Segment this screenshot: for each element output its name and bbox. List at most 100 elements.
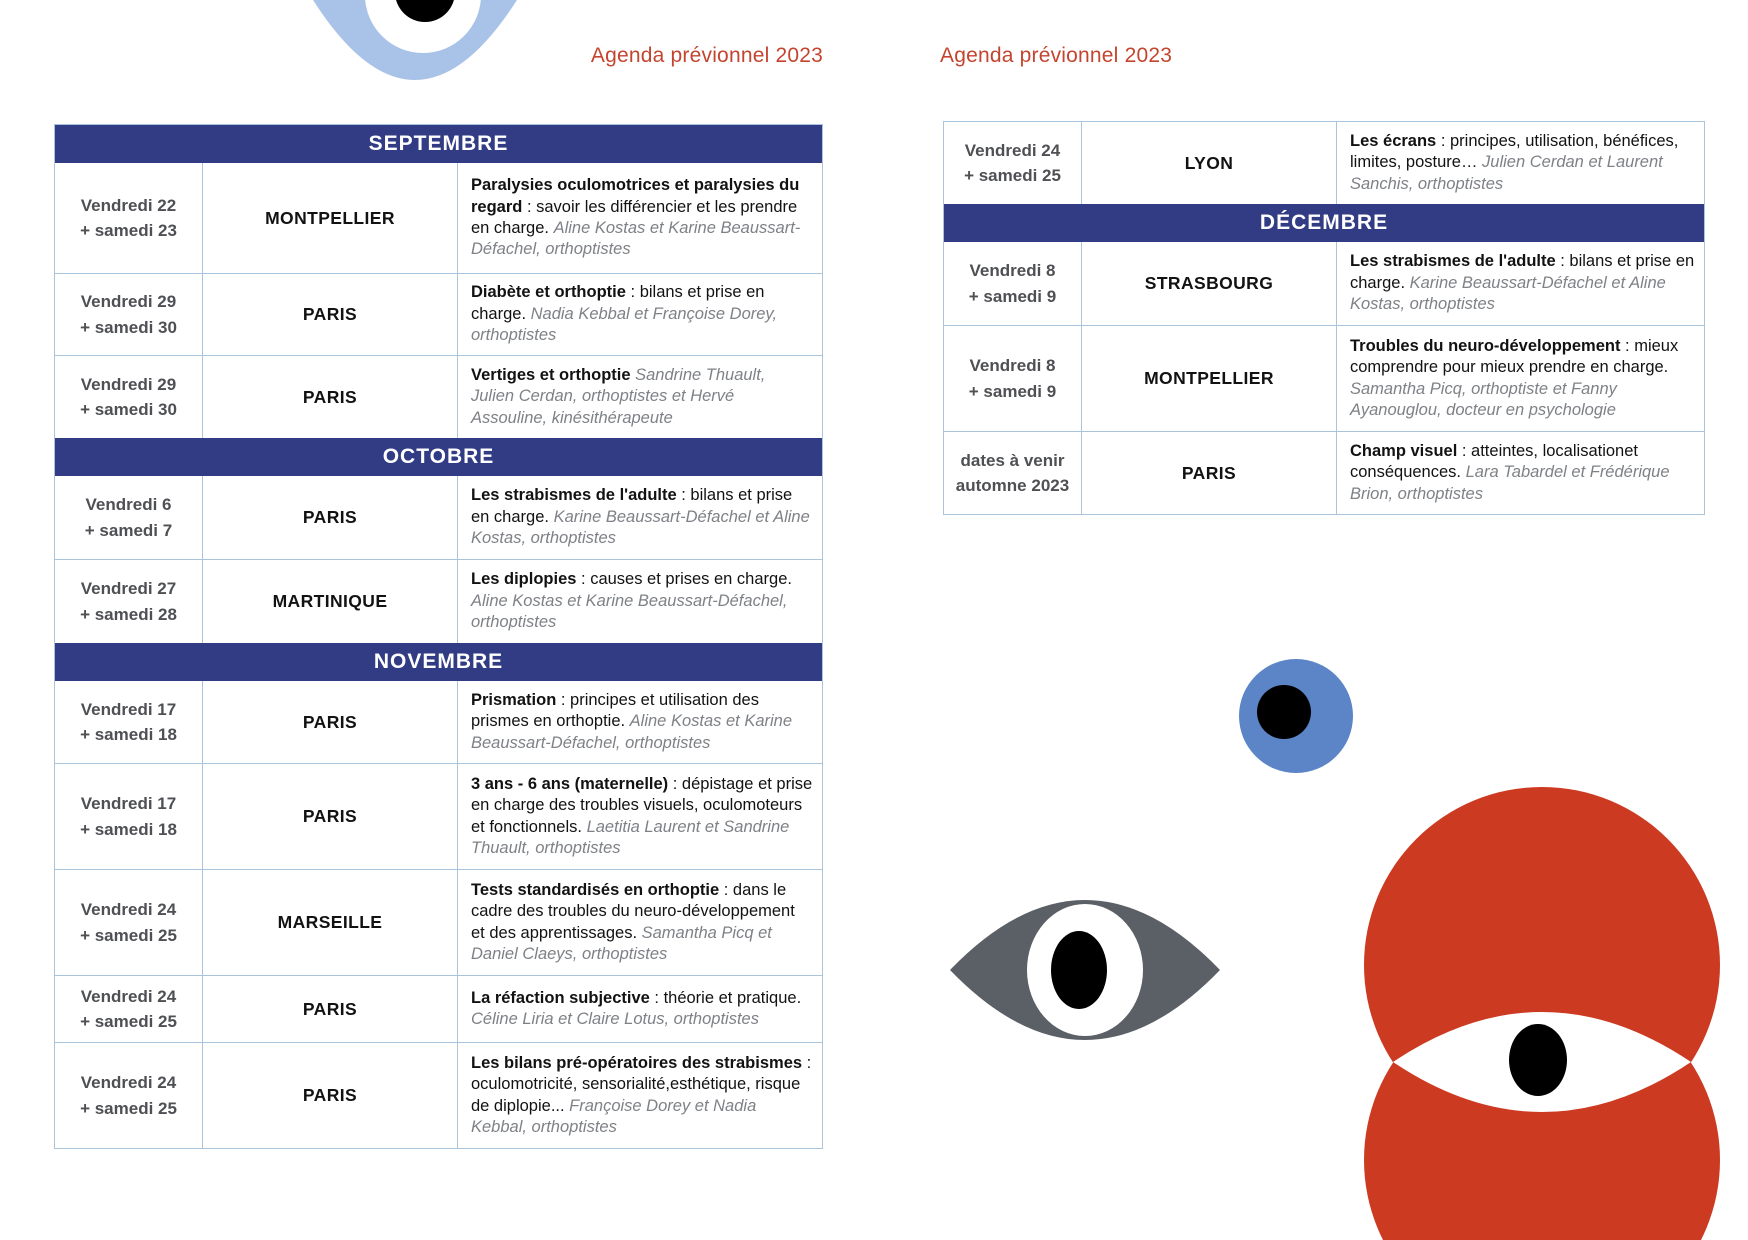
event-body: : mieux comprendre pour mieux prendre en… [1350, 336, 1679, 377]
description-cell: Les écrans : principes, utilisation, bén… [1336, 122, 1704, 204]
event-row: Vendredi 22 + samedi 23 MONTPELLIER Paral… [55, 163, 822, 273]
event-names: Aline Kostas et Karine Beaussart-Défache… [471, 591, 788, 632]
city-cell: PARIS [202, 681, 457, 763]
agenda-table-right: Vendredi 24 + samedi 25 LYON Les écrans :… [943, 121, 1705, 515]
event-city: PARIS [302, 507, 358, 527]
city-cell: PARIS [202, 476, 457, 559]
event-title: Les bilans pré-opératoires des strabisme… [471, 1053, 803, 1072]
description-cell: Prismation : principes et utilisation de… [457, 681, 822, 763]
event-row: Vendredi 6 + samedi 7 PARIS Les strabisme… [55, 476, 822, 559]
eye-graphic-top-partial [313, 0, 517, 80]
event-date-line2: + samedi 30 [80, 317, 177, 337]
event-names: Samantha Picq, orthoptiste et Fanny Ayan… [1350, 379, 1617, 419]
event-date-line1: Vendredi 17 [80, 794, 177, 813]
city-cell: PARIS [202, 1043, 457, 1148]
event-date-line2: + samedi 25 [80, 925, 177, 945]
event-row: Vendredi 17 + samedi 18 PARIS Prismation … [55, 681, 822, 763]
event-title: Les diplopies [471, 570, 577, 589]
eye-iris [365, 0, 481, 53]
date-cell: Vendredi 29 + samedi 30 [55, 274, 202, 355]
event-city: PARIS [302, 806, 358, 826]
city-cell: PARIS [202, 976, 457, 1042]
event-date-line2: + samedi 30 [80, 400, 177, 419]
event-city: PARIS [302, 998, 358, 1019]
city-cell: LYON [1081, 122, 1336, 204]
event-date-line1: Vendredi 8 [969, 356, 1056, 375]
event-names: Sandrine Thuault, Julien Cerdan, orthopt… [471, 365, 766, 427]
event-row: Vendredi 24 + samedi 25 PARIS Les bilans … [55, 1042, 822, 1148]
event-body: : bilans et prise en charge. [471, 486, 793, 526]
city-cell: MONTPELLIER [1081, 326, 1336, 431]
event-body: : bilans et prise en charge. [471, 283, 765, 323]
event-names: Karine Beaussart-Défachel et Aline Kosta… [1350, 273, 1666, 314]
description-cell: Tests standardisés en orthoptie : dans l… [457, 870, 822, 975]
event-city: PARIS [1181, 462, 1237, 483]
event-date-line2: + samedi 25 [80, 1098, 177, 1118]
event-title: Les strabismes de l'adulte [471, 486, 677, 505]
description-cell: Champ visuel : atteintes, localisationet… [1336, 432, 1704, 514]
description-cell: Les bilans pré-opératoires des strabisme… [457, 1043, 822, 1148]
event-city: MARSEILLE [277, 912, 383, 932]
event-title: Les strabismes de l'adulte [1350, 252, 1556, 271]
event-row: Vendredi 29 + samedi 30 PARIS Vertiges et… [55, 355, 822, 438]
event-title: La réfaction subjective [471, 988, 650, 1007]
event-body: : dans le cadre des troubles du neuro-dé… [471, 880, 795, 942]
date-cell: Vendredi 17 + samedi 18 [55, 764, 202, 869]
event-date-line2: + samedi 18 [80, 819, 177, 839]
event-date-line1: Vendredi 29 [80, 292, 177, 311]
event-date-line1: Vendredi 27 [80, 579, 177, 598]
event-names: Nadia Kebbal et Françoise Dorey, orthopt… [471, 304, 778, 345]
event-date-line1: Vendredi 29 [80, 374, 177, 394]
event-title: Diabète et orthoptie [471, 283, 626, 302]
date-cell: Vendredi 8 + samedi 9 [944, 326, 1081, 431]
event-date-line2: + samedi 23 [80, 221, 177, 240]
event-names: Aline Kostas et Karine Beaussart-Défache… [471, 712, 793, 752]
description-cell: Les diplopies : causes et prises en char… [457, 560, 822, 643]
event-title: Les écrans [1350, 131, 1437, 150]
event-body: : savoir les différencier et les prendre… [471, 197, 798, 237]
event-row: Vendredi 24 + samedi 25 PARIS La réfactio… [55, 975, 822, 1042]
event-row: Vendredi 27 + samedi 28 MARTINIQUE Les di… [55, 559, 822, 643]
event-date-line1: Vendredi 6 [85, 495, 172, 514]
description-cell: Vertiges et orthoptie Sandrine Thuault, … [457, 356, 822, 438]
date-cell: Vendredi 17 + samedi 18 [55, 681, 202, 763]
month-header-decembre: DÉCEMBRE [944, 204, 1704, 242]
event-date-line1: Vendredi 8 [969, 261, 1056, 280]
description-cell: Diabète et orthoptie : bilans et prise e… [457, 274, 822, 355]
event-city: LYON [1184, 152, 1234, 173]
event-row: Vendredi 24 + samedi 25 MARSEILLE Tests s… [55, 869, 822, 975]
event-names: Karine Beaussart-Défachel et Aline Kosta… [471, 507, 810, 548]
event-names: Céline Liria et Claire Lotus, orthoptist… [471, 1010, 759, 1028]
eye-pupil [1257, 685, 1311, 739]
date-cell: Vendredi 6 + samedi 7 [55, 476, 202, 559]
event-body: : atteintes, localisationet conséquences… [1350, 441, 1638, 482]
event-names: Laetitia Laurent et Sandrine Thuault, or… [471, 817, 790, 857]
event-body: : principes, utilisation, bénéfices, lim… [1350, 131, 1679, 172]
eye-graphic-red-circles [1364, 787, 1720, 1240]
page-title-left: Agenda prévionnel 2023 [590, 44, 823, 67]
date-cell: Vendredi 27 + samedi 28 [55, 560, 202, 643]
event-names: Françoise Dorey et Nadia Kebbal, orthopt… [471, 1096, 757, 1136]
agenda-table-left: SEPTEMBRE Vendredi 22 + samedi 23 MONTPEL… [54, 124, 823, 1149]
date-cell: Vendredi 24 + samedi 25 [55, 976, 202, 1042]
eye-graphic-blue-circle [1239, 659, 1353, 773]
date-cell: Vendredi 24 + samedi 25 [55, 1043, 202, 1148]
date-cell: Vendredi 22 + samedi 23 [55, 163, 202, 273]
description-cell: Les strabismes de l'adulte : bilans et p… [1336, 242, 1704, 325]
date-cell: Vendredi 24 + samedi 25 [944, 122, 1081, 204]
city-cell: MARTINIQUE [202, 560, 457, 643]
description-cell: Paralysies oculomotrices et paralysies d… [457, 163, 822, 273]
city-cell: PARIS [202, 274, 457, 355]
date-cell: Vendredi 8 + samedi 9 [944, 242, 1081, 325]
description-cell: La réfaction subjective : théorie et pra… [457, 976, 822, 1042]
event-city: MONTPELLIER [1144, 368, 1274, 388]
event-city: STRASBOURG [1144, 273, 1274, 293]
month-label: OCTOBRE [382, 445, 495, 468]
city-cell: PARIS [202, 764, 457, 869]
description-cell: Troubles du neuro-développement : mieux … [1336, 326, 1704, 431]
event-title: Vertiges et orthoptie [471, 365, 631, 384]
page-title-right: Agenda prévionnel 2023 [940, 44, 1173, 67]
event-date-line2: + samedi 25 [80, 1012, 177, 1031]
event-date-line1: Vendredi 17 [80, 699, 177, 719]
